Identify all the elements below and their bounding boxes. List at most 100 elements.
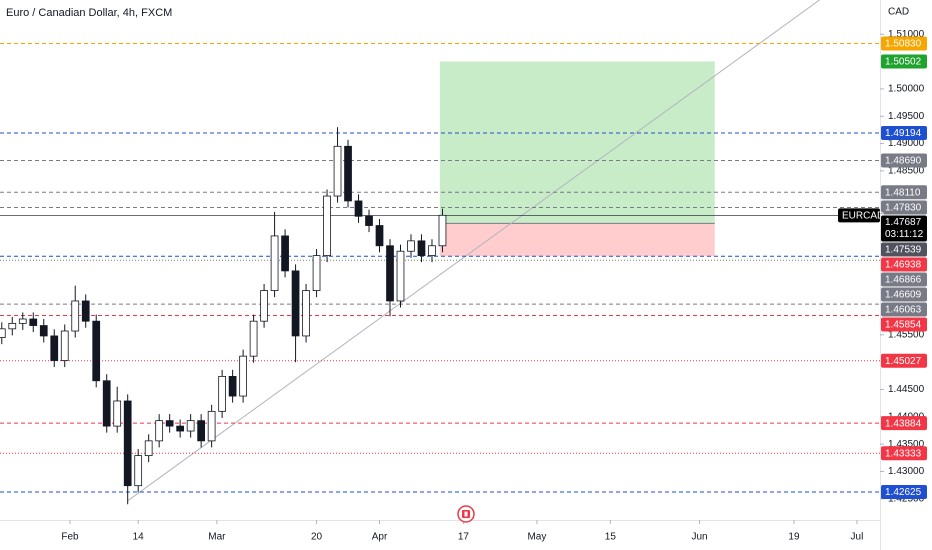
- x-tick-label: 17: [458, 532, 470, 543]
- price-badge: [881, 54, 927, 69]
- candle-body: [165, 420, 174, 427]
- candle-body: [50, 335, 59, 361]
- price-badge: [881, 302, 927, 317]
- countdown-label: 03:11:12: [885, 229, 924, 240]
- price-badge-label: 1.49194: [885, 128, 922, 139]
- candle-body: [134, 455, 143, 487]
- price-badge-label: 1.46938: [885, 260, 922, 271]
- candle-body: [333, 145, 342, 197]
- candle-body: [8, 322, 17, 330]
- candle-body: [344, 145, 352, 202]
- candle-body: [197, 420, 206, 442]
- x-tick-label: Feb: [61, 532, 79, 543]
- candle-body: [323, 195, 331, 257]
- y-tick-label: 1.49500: [888, 111, 925, 122]
- price-badge: [881, 125, 927, 140]
- candle-body: [270, 235, 279, 291]
- x-tick-label: 14: [133, 532, 145, 543]
- price-badge-label: 1.45854: [885, 320, 922, 331]
- y-tick-label: 1.50000: [888, 84, 925, 95]
- price-badge-label: 1.46609: [885, 290, 922, 301]
- candle-body: [29, 318, 38, 326]
- chart-title: Euro / Canadian Dollar, 4h, FXCM: [6, 7, 172, 19]
- price-badge-label: 1.43333: [885, 448, 922, 459]
- price-badge: [881, 317, 927, 332]
- candle-body: [375, 225, 384, 247]
- loss-zone: [439, 223, 715, 257]
- candle-body: [207, 410, 216, 442]
- candle-body: [113, 400, 122, 427]
- price-badge: [881, 446, 927, 461]
- symbol-badge: [838, 208, 880, 223]
- price-badge-label: 1.46063: [885, 305, 922, 316]
- symbol-badge-label: EURCAD: [842, 210, 884, 221]
- candle-body: [155, 420, 164, 442]
- badges-layer: 1.50830 1.50502 1.49194 1.48690 1.48110 1.478…: [838, 36, 927, 499]
- price-badge-label: 1.47830: [885, 203, 922, 214]
- price-badge: [881, 153, 927, 168]
- price-badge: [881, 272, 927, 287]
- y-tick-label: 1.43000: [888, 466, 925, 477]
- x-tick-label: Jun: [691, 532, 707, 543]
- price-badge: [881, 257, 927, 272]
- last-price-badge: [881, 215, 927, 242]
- candle-body: [312, 255, 321, 291]
- trendline: [127, 0, 820, 501]
- y-tick-label: 1.48500: [888, 166, 925, 177]
- candle-body: [60, 330, 69, 361]
- price-badge: [881, 242, 927, 257]
- candle-body: [176, 425, 185, 432]
- candle-body: [0, 328, 6, 338]
- candle-body: [249, 320, 258, 357]
- candle-body: [102, 380, 111, 427]
- candle-body: [239, 355, 247, 397]
- x-tick-label: Apr: [372, 532, 388, 543]
- candle-body: [71, 300, 80, 332]
- price-badge: [881, 353, 927, 368]
- profit-zone: [439, 61, 715, 224]
- candle-body: [438, 214, 447, 247]
- x-tick-label: 15: [605, 532, 617, 543]
- candle-body: [260, 290, 268, 322]
- flag-event[interactable]: [457, 505, 475, 523]
- position-layer: [439, 61, 715, 257]
- x-tick-label: 20: [311, 532, 323, 543]
- price-badge: [881, 287, 927, 302]
- candle-body: [228, 375, 237, 397]
- candle-body: [386, 245, 394, 302]
- candle-body: [186, 420, 195, 432]
- candle-body: [365, 215, 373, 226]
- y-tick-label: 1.51000: [888, 29, 925, 40]
- candle-body: [281, 235, 289, 272]
- candle-body: [354, 200, 363, 217]
- last-price-label: 1.47687: [885, 217, 922, 228]
- y-tick-label: 1.45500: [888, 329, 925, 340]
- event-flag-mid: [464, 511, 468, 517]
- candle-body: [428, 245, 436, 257]
- price-badge-label: 1.50502: [885, 57, 922, 68]
- y-tick-label: 1.43500: [888, 439, 925, 450]
- candle-body: [144, 440, 153, 457]
- price-badge: [881, 200, 927, 215]
- y-tick-label: 1.49000: [888, 138, 925, 149]
- price-badge-label: 1.43884: [885, 418, 922, 429]
- price-badge-label: 1.48690: [885, 156, 922, 167]
- candle-body: [92, 320, 101, 382]
- currency-label: CAD: [888, 7, 909, 18]
- candle-body: [417, 240, 426, 257]
- x-tick-label: May: [527, 532, 546, 543]
- x-tick-label: 19: [788, 532, 800, 543]
- price-badge-label: 1.45027: [885, 356, 922, 367]
- candle-body: [123, 400, 132, 487]
- candle-body: [302, 290, 310, 337]
- candle-body: [18, 318, 27, 324]
- price-badge: [881, 484, 927, 499]
- price-badge-label: 1.50830: [885, 39, 922, 50]
- price-badge-label: 1.48110: [885, 187, 921, 198]
- candle-body: [291, 270, 300, 337]
- candle-body: [396, 250, 405, 302]
- candle-body: [218, 375, 226, 412]
- candle-body: [39, 325, 48, 337]
